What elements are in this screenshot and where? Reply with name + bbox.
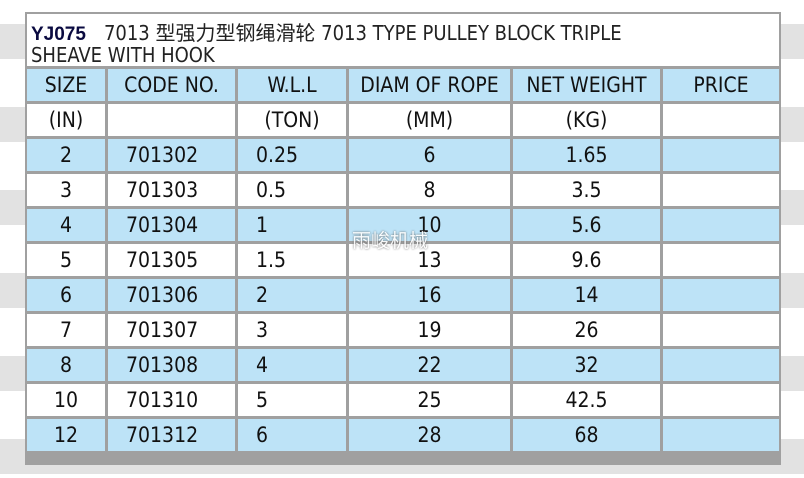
cell: 42.5 <box>513 384 660 416</box>
cell: 3.5 <box>513 174 660 206</box>
cell: 701307 <box>108 314 235 346</box>
cell: 701306 <box>108 279 235 311</box>
table-row: 7 701307 3 19 26 <box>27 314 779 346</box>
cell <box>108 104 235 136</box>
title-text: 7013 型强力型钢绳滑轮 7013 TYPE PULLEY BLOCK TRI… <box>103 21 622 45</box>
header-row: SIZE CODE NO. W.L.L DIAM OF ROPE NET WEIGHT P… <box>27 69 779 101</box>
cell: NET WEIGHT <box>513 69 660 101</box>
cell: 12 <box>27 419 105 451</box>
cell: 3 <box>27 174 105 206</box>
table-row: 6 701306 2 16 14 <box>27 279 779 311</box>
cell: 6 <box>27 279 105 311</box>
table-row: 3 701303 0.5 8 3.5 <box>27 174 779 206</box>
cell: 68 <box>513 419 660 451</box>
cell: 5 <box>27 244 105 276</box>
cell <box>663 314 779 346</box>
cell: (MM) <box>349 104 510 136</box>
cell: 1.65 <box>513 139 660 171</box>
cell: 19 <box>349 314 510 346</box>
cell: 701312 <box>108 419 235 451</box>
title-line-1: YJ075 7013 型强力型钢绳滑轮 7013 TYPE PULLEY BLOC… <box>31 22 622 46</box>
cell: 14 <box>513 279 660 311</box>
cell: DIAM OF ROPE <box>349 69 510 101</box>
cell: (IN) <box>27 104 105 136</box>
cell: 4 <box>27 209 105 241</box>
cell <box>663 104 779 136</box>
cell: 701304 <box>108 209 235 241</box>
cell: 2 <box>27 139 105 171</box>
model-code: YJ075 <box>31 24 86 45</box>
cell: (TON) <box>238 104 346 136</box>
title-line-2: SHEAVE WITH HOOK <box>31 43 215 67</box>
cell: 5.6 <box>513 209 660 241</box>
cell: 28 <box>349 419 510 451</box>
table-row: 12 701312 6 28 68 <box>27 419 779 451</box>
cell: 10 <box>349 209 510 241</box>
table-row: 4 701304 1 10 5.6 <box>27 209 779 241</box>
cell: 3 <box>238 314 346 346</box>
cell: 6 <box>349 139 510 171</box>
cell: 13 <box>349 244 510 276</box>
units-row: (IN) (TON) (MM) (KG) <box>27 104 779 136</box>
title-block: YJ075 7013 型强力型钢绳滑轮 7013 TYPE PULLEY BLOC… <box>27 14 779 66</box>
cell <box>663 244 779 276</box>
cell <box>663 139 779 171</box>
cell: 701310 <box>108 384 235 416</box>
cell <box>663 209 779 241</box>
cell: 10 <box>27 384 105 416</box>
cell: CODE NO. <box>108 69 235 101</box>
cell: 701305 <box>108 244 235 276</box>
cell: 701308 <box>108 349 235 381</box>
cell: (KG) <box>513 104 660 136</box>
cell: 6 <box>238 419 346 451</box>
spec-table: SIZE CODE NO. W.L.L DIAM OF ROPE NET WEIGHT P… <box>24 66 782 454</box>
cell: 25 <box>349 384 510 416</box>
watermark: 雨峻机械 <box>352 230 429 252</box>
product-spec-sheet: YJ075 7013 型强力型钢绳滑轮 7013 TYPE PULLEY BLOC… <box>25 12 781 465</box>
cell: 0.5 <box>238 174 346 206</box>
cell: 9.6 <box>513 244 660 276</box>
cell: SIZE <box>27 69 105 101</box>
cell: 4 <box>238 349 346 381</box>
cell <box>663 384 779 416</box>
cell: 0.25 <box>238 139 346 171</box>
cell: 701302 <box>108 139 235 171</box>
cell: 2 <box>238 279 346 311</box>
cell: 8 <box>349 174 510 206</box>
table-row: 2 701302 0.25 6 1.65 <box>27 139 779 171</box>
table-row: 8 701308 4 22 32 <box>27 349 779 381</box>
cell: PRICE <box>663 69 779 101</box>
cell: 26 <box>513 314 660 346</box>
cell: 5 <box>238 384 346 416</box>
cell: W.L.L <box>238 69 346 101</box>
cell: 22 <box>349 349 510 381</box>
table-row: 10 701310 5 25 42.5 <box>27 384 779 416</box>
cell: 8 <box>27 349 105 381</box>
cell: 701303 <box>108 174 235 206</box>
cell <box>663 174 779 206</box>
cell <box>663 349 779 381</box>
cell: 1.5 <box>238 244 346 276</box>
cell: 1 <box>238 209 346 241</box>
cell: 16 <box>349 279 510 311</box>
cell: 7 <box>27 314 105 346</box>
cell <box>663 279 779 311</box>
table-row: 5 701305 1.5 13 9.6 <box>27 244 779 276</box>
cell <box>663 419 779 451</box>
cell: 32 <box>513 349 660 381</box>
